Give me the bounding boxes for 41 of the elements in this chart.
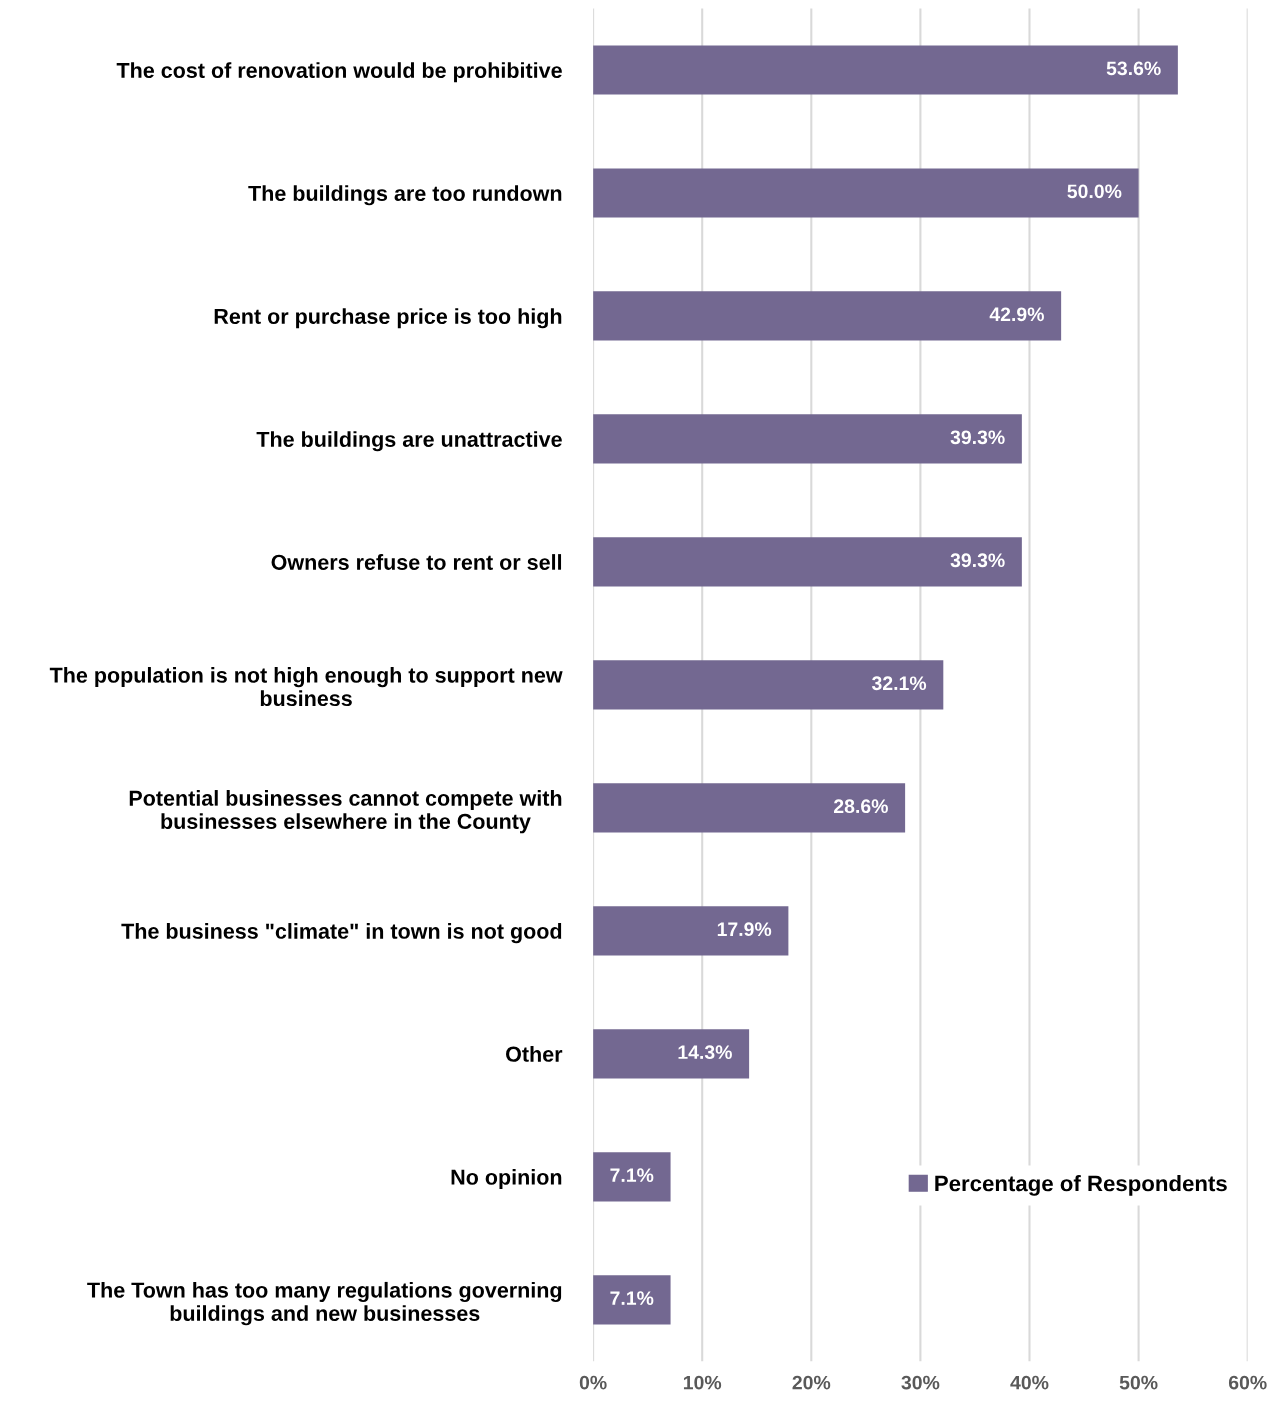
y-tick-label: Rent or purchase price is too high [214, 308, 562, 329]
x-tick-label: 0% [579, 1375, 607, 1390]
bar [593, 168, 1139, 218]
y-tick-label: The business "climate" in town is not good [121, 923, 562, 944]
data-label: 17.9% [717, 922, 772, 937]
y-tick-label: The buildings are unattractive [256, 431, 562, 452]
x-tick-label: 60% [1228, 1375, 1267, 1390]
y-tick-label: Other [506, 1046, 563, 1062]
data-label: 14.3% [678, 1045, 732, 1060]
y-tick-label: The population is not high enough to support new business [49, 667, 563, 707]
bar [593, 414, 1022, 464]
data-label: 53.6% [1106, 61, 1161, 76]
x-tick-label: 20% [792, 1375, 831, 1390]
y-tick-label: The buildings are too rundown [248, 185, 562, 206]
y-tick-label: The Town has too many regulations governing buildings and new businesses [87, 1281, 562, 1326]
data-label: 7.1% [610, 1291, 654, 1305]
y-tick-label: Potential businesses cannot compete with businesses elsewhere in the County [129, 790, 562, 834]
x-tick-label: 10% [683, 1375, 722, 1390]
data-label: 7.1% [610, 1168, 654, 1182]
y-tick-label: The cost of renovation would be prohibitive [116, 62, 562, 83]
data-label: 42.9% [989, 307, 1044, 322]
x-tick-label: 50% [1119, 1375, 1158, 1390]
bar [593, 1029, 750, 1079]
bar [593, 291, 1062, 341]
bar [593, 783, 906, 833]
x-tick-label: 30% [901, 1375, 940, 1390]
data-label: 32.1% [871, 676, 927, 691]
bar [593, 906, 789, 956]
bar [593, 1275, 671, 1325]
bar [593, 660, 944, 710]
bar [593, 537, 1022, 587]
bar [593, 1152, 671, 1202]
data-label: 39.3% [950, 553, 1005, 568]
y-tick-label: No opinion [451, 1169, 562, 1190]
data-label: 50.0% [1067, 184, 1122, 199]
x-tick-label: 40% [1010, 1375, 1049, 1390]
bar [593, 45, 1178, 95]
data-label: 28.6% [834, 799, 888, 814]
y-tick-label: Owners refuse to rent or sell [271, 554, 562, 570]
legend-label: Percentage of Respondents [935, 1175, 1227, 1196]
data-label: 39.3% [950, 430, 1005, 445]
